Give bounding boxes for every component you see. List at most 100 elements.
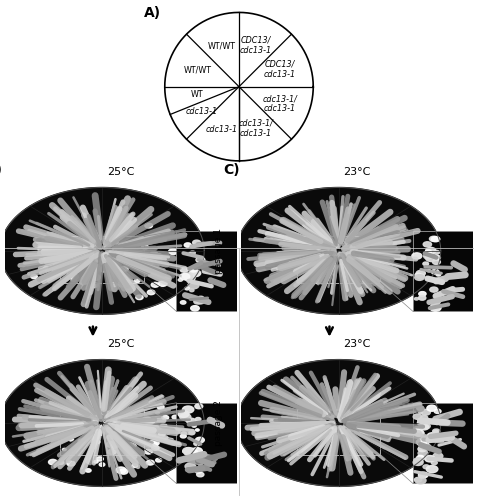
Circle shape bbox=[417, 274, 424, 278]
Circle shape bbox=[418, 472, 428, 478]
Circle shape bbox=[421, 436, 432, 442]
Circle shape bbox=[192, 424, 196, 427]
Text: WT: WT bbox=[190, 90, 203, 100]
Bar bbox=[297, 408, 380, 455]
Circle shape bbox=[429, 236, 438, 242]
Circle shape bbox=[97, 457, 103, 461]
Circle shape bbox=[146, 460, 154, 465]
Circle shape bbox=[178, 240, 187, 245]
Circle shape bbox=[100, 252, 109, 258]
Circle shape bbox=[148, 422, 152, 424]
Circle shape bbox=[190, 289, 194, 292]
Text: WT/WT: WT/WT bbox=[208, 41, 236, 50]
Circle shape bbox=[127, 288, 133, 292]
Circle shape bbox=[191, 306, 199, 311]
Circle shape bbox=[53, 267, 60, 271]
Circle shape bbox=[419, 276, 423, 279]
Circle shape bbox=[433, 260, 440, 264]
Circle shape bbox=[187, 274, 192, 278]
Circle shape bbox=[119, 270, 123, 273]
Polygon shape bbox=[0, 188, 204, 314]
Circle shape bbox=[147, 290, 155, 294]
Circle shape bbox=[421, 416, 428, 420]
Circle shape bbox=[184, 243, 191, 247]
Circle shape bbox=[162, 416, 169, 420]
Circle shape bbox=[427, 405, 437, 411]
Circle shape bbox=[422, 444, 431, 450]
Circle shape bbox=[108, 450, 116, 454]
Circle shape bbox=[141, 424, 150, 429]
Circle shape bbox=[433, 453, 443, 459]
Polygon shape bbox=[237, 360, 441, 486]
Circle shape bbox=[48, 460, 57, 465]
Circle shape bbox=[434, 250, 440, 254]
Circle shape bbox=[414, 478, 422, 482]
Circle shape bbox=[430, 287, 438, 292]
Circle shape bbox=[129, 430, 138, 435]
Circle shape bbox=[195, 470, 202, 474]
Text: cdc13-1: cdc13-1 bbox=[186, 107, 218, 116]
Circle shape bbox=[43, 266, 50, 270]
Circle shape bbox=[195, 404, 203, 409]
Circle shape bbox=[130, 433, 135, 436]
Circle shape bbox=[417, 420, 427, 426]
Circle shape bbox=[424, 254, 432, 259]
Circle shape bbox=[180, 274, 190, 280]
Circle shape bbox=[94, 460, 98, 463]
Circle shape bbox=[418, 296, 426, 300]
Circle shape bbox=[84, 262, 91, 266]
Circle shape bbox=[71, 278, 76, 281]
Text: cdc13-1: cdc13-1 bbox=[206, 124, 238, 134]
Bar bbox=[413, 403, 473, 483]
Circle shape bbox=[413, 426, 421, 432]
Circle shape bbox=[130, 444, 136, 447]
Polygon shape bbox=[237, 188, 441, 314]
Text: CDC13/
cdc13-1: CDC13/ cdc13-1 bbox=[264, 60, 296, 80]
Circle shape bbox=[194, 442, 200, 446]
Circle shape bbox=[185, 451, 191, 455]
Circle shape bbox=[185, 287, 189, 290]
Circle shape bbox=[53, 269, 58, 272]
Bar bbox=[176, 230, 237, 312]
Circle shape bbox=[109, 418, 119, 425]
Circle shape bbox=[425, 254, 437, 262]
Circle shape bbox=[115, 430, 121, 434]
Circle shape bbox=[107, 442, 116, 448]
Circle shape bbox=[414, 430, 424, 436]
Circle shape bbox=[75, 429, 82, 434]
Circle shape bbox=[415, 273, 421, 277]
Circle shape bbox=[139, 258, 143, 260]
Circle shape bbox=[145, 450, 152, 454]
Circle shape bbox=[120, 469, 128, 474]
Circle shape bbox=[183, 273, 192, 279]
Circle shape bbox=[193, 450, 197, 453]
Circle shape bbox=[188, 282, 199, 289]
Circle shape bbox=[190, 251, 196, 254]
Circle shape bbox=[183, 406, 194, 413]
Circle shape bbox=[195, 456, 202, 460]
Circle shape bbox=[63, 448, 66, 450]
Text: C): C) bbox=[223, 163, 239, 177]
Text: cdc13-1/
cdc13-1: cdc13-1/ cdc13-1 bbox=[263, 94, 298, 114]
Circle shape bbox=[413, 459, 423, 466]
Circle shape bbox=[431, 270, 439, 274]
Circle shape bbox=[138, 426, 142, 430]
Circle shape bbox=[178, 278, 183, 281]
Circle shape bbox=[161, 424, 167, 428]
Circle shape bbox=[187, 268, 192, 271]
Circle shape bbox=[117, 434, 123, 438]
Circle shape bbox=[68, 272, 74, 276]
Circle shape bbox=[159, 432, 165, 436]
Polygon shape bbox=[0, 360, 204, 486]
Circle shape bbox=[423, 262, 429, 266]
Text: passage 1: passage 1 bbox=[214, 228, 223, 274]
Circle shape bbox=[180, 300, 186, 304]
Circle shape bbox=[431, 302, 437, 306]
Circle shape bbox=[427, 432, 437, 439]
Circle shape bbox=[126, 443, 134, 448]
Circle shape bbox=[139, 420, 149, 426]
Circle shape bbox=[156, 458, 162, 462]
Circle shape bbox=[425, 456, 435, 462]
Text: 23°C: 23°C bbox=[344, 339, 371, 349]
Circle shape bbox=[423, 465, 429, 468]
